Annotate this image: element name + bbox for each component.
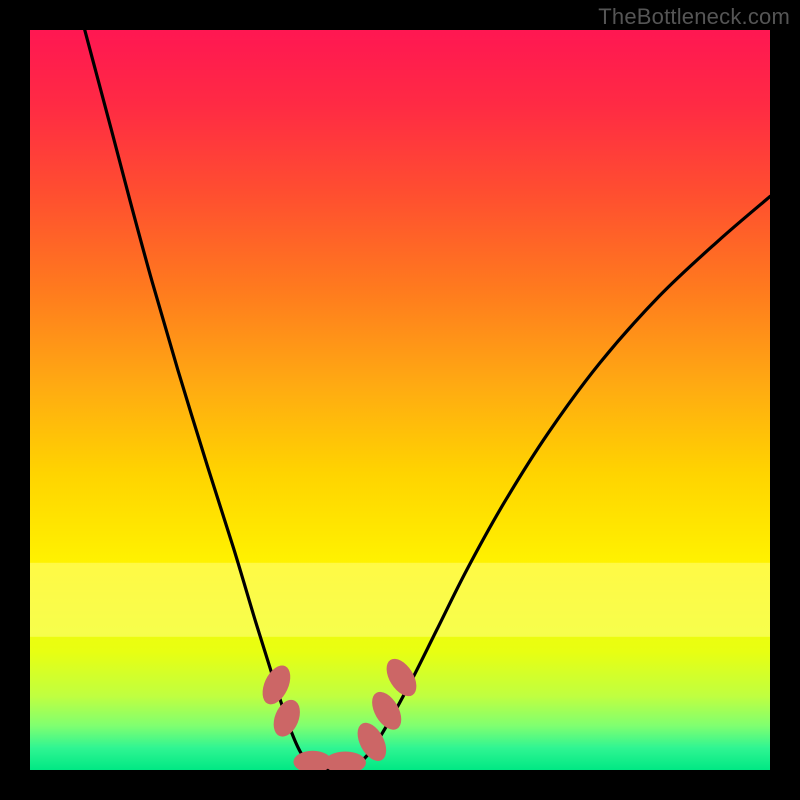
gradient-background xyxy=(30,30,770,770)
chart-stage: TheBottleneck.com xyxy=(0,0,800,800)
chart-svg xyxy=(0,0,800,800)
watermark-label: TheBottleneck.com xyxy=(598,4,790,30)
highlight-band xyxy=(30,563,770,637)
